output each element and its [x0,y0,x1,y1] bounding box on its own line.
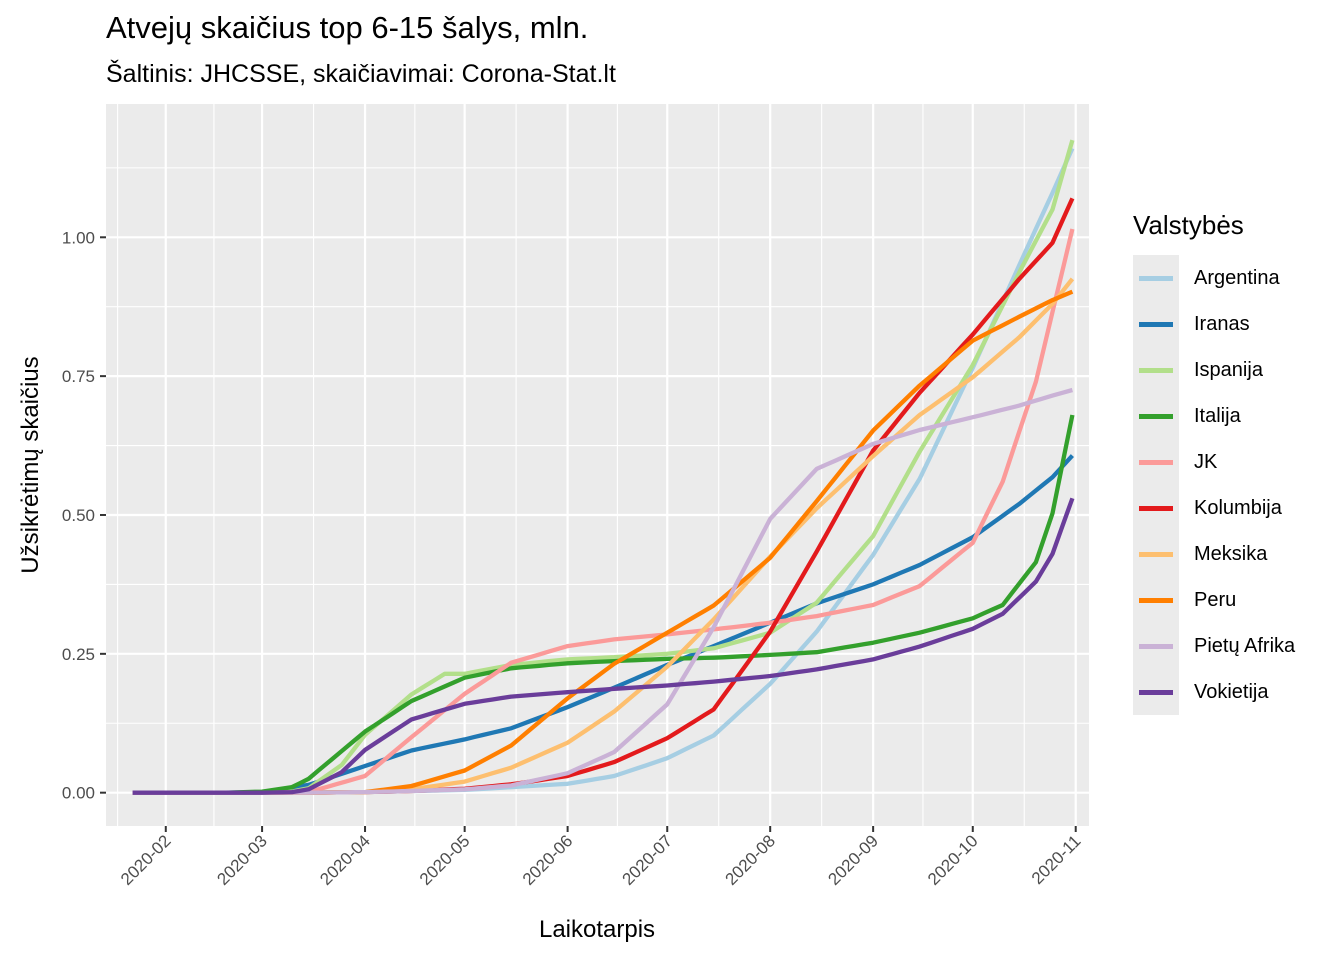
y-tick-label: 0.25 [62,645,95,664]
series-line-3 [132,414,1075,795]
legend-item: Peru [1133,577,1295,623]
plot-panel [106,104,1089,826]
legend-key [1133,531,1179,577]
x-tick-label: 2020-04 [316,831,374,889]
legend-item: Ispanija [1133,347,1295,393]
x-tick-label: 2020-08 [721,831,779,889]
legend-swatch [1139,368,1173,373]
legend-label: Argentina [1194,266,1280,289]
legend-item: Italija [1133,393,1295,439]
series-layer [132,139,1075,795]
x-axis-title: Laikotarpis [539,916,655,943]
x-tick-label: 2020-10 [924,831,982,889]
legend-swatch [1139,506,1173,511]
y-axis-title: Užsikrėtimų skaičius [17,356,44,573]
chart-subtitle: Šaltinis: JHCSSE, skaičiavimai: Corona-S… [106,60,616,88]
legend-key [1133,669,1179,715]
legend-item: Vokietija [1133,669,1295,715]
legend-item: JK [1133,439,1295,485]
x-tick-label: 2020-06 [519,831,577,889]
legend: Valstybės Argentina Iranas Ispanija Italija… [1133,210,1295,715]
legend-key [1133,347,1179,393]
legend-swatch [1139,690,1173,695]
x-tick-label: 2020-11 [1028,831,1085,888]
legend-label: Peru [1194,588,1237,611]
legend-key [1133,485,1179,531]
legend-swatch [1139,644,1173,649]
legend-item: Kolumbija [1133,485,1295,531]
legend-label: JK [1194,450,1218,473]
x-tick-label: 2020-05 [416,831,474,889]
legend-swatch [1139,414,1173,419]
legend-swatch [1139,552,1173,557]
legend-key [1133,439,1179,485]
y-tick-label: 0.75 [62,367,95,386]
legend-swatch [1139,598,1173,603]
legend-item: Pietų Afrika [1133,623,1295,669]
legend-label: Meksika [1194,542,1268,565]
series-line-9 [132,497,1075,795]
legend-key [1133,393,1179,439]
legend-keys: Argentina Iranas Ispanija Italija JK Kolumbij… [1133,255,1295,715]
x-tick-label: 2020-09 [824,831,882,889]
y-tick-label: 1.00 [62,228,95,247]
legend-swatch [1139,276,1173,281]
y-tick-label: 0.00 [62,784,95,803]
x-tick-labels: 2020-02 2020-03 2020-04 2020-05 2020-06 2020-… [117,831,1084,889]
y-tick-labels: 0.00 0.25 0.50 0.75 1.00 [62,228,95,802]
axis-ticks [100,236,1077,832]
legend-key [1133,301,1179,347]
legend-label: Pietų Afrika [1194,634,1296,657]
x-tick-label: 2020-07 [619,831,677,889]
x-tick-label: 2020-03 [213,831,271,889]
legend-label: Italija [1194,404,1241,427]
legend-key [1133,623,1179,669]
legend-item: Argentina [1133,255,1295,301]
legend-swatch [1139,322,1173,327]
legend-item: Iranas [1133,301,1295,347]
legend-label: Vokietija [1194,680,1269,703]
legend-swatch [1139,460,1173,465]
legend-key [1133,255,1179,301]
y-tick-label: 0.50 [62,506,95,525]
legend-title: Valstybės [1133,210,1244,240]
legend-key [1133,577,1179,623]
legend-label: Iranas [1194,312,1250,335]
x-tick-label: 2020-02 [117,831,175,889]
legend-label: Ispanija [1194,358,1263,381]
chart-title: Atvejų skaičius top 6-15 šalys, mln. [106,10,589,45]
legend-item: Meksika [1133,531,1295,577]
legend-label: Kolumbija [1194,496,1282,519]
